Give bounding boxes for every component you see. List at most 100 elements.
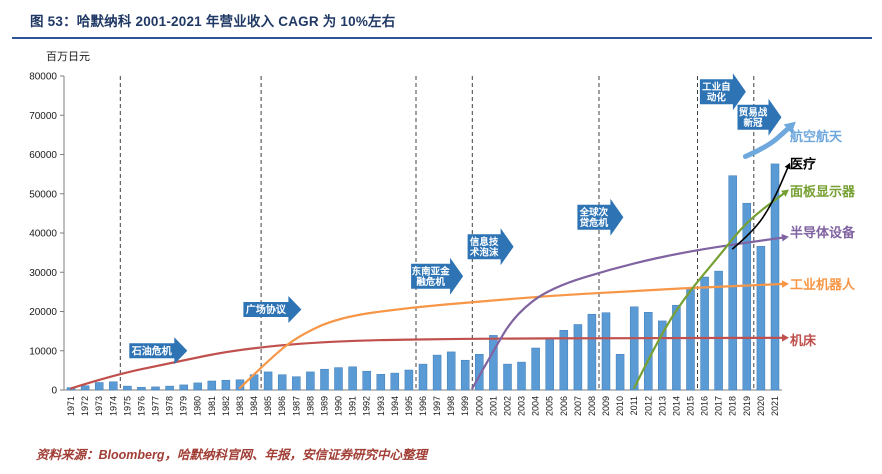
event-arrow-label: 贷危机: [580, 217, 609, 229]
x-tick-label: 1999: [460, 396, 470, 416]
x-tick-label: 1983: [235, 396, 245, 416]
x-tick-label: 1988: [305, 396, 315, 416]
x-tick-label: 2016: [700, 396, 710, 416]
event-arrow-label: 信息技: [470, 236, 499, 248]
x-tick-label: 1992: [362, 396, 372, 416]
bar-2015: [686, 289, 695, 391]
bar-2002: [503, 363, 512, 391]
x-tick-label: 2000: [474, 396, 484, 416]
bar-2012: [644, 312, 653, 391]
bar-1981: [207, 380, 217, 391]
bar-2021: [770, 163, 780, 391]
bar-1998: [446, 351, 456, 391]
bar-2000: [475, 354, 484, 391]
trend-医疗: 医疗: [731, 156, 816, 250]
bar-1996: [418, 363, 428, 391]
x-tick-label: 1971: [66, 396, 76, 416]
bar-1973: [94, 382, 104, 391]
trend-arrowhead: [783, 121, 796, 134]
bar-1979: [179, 384, 188, 391]
x-tick-label: 1981: [207, 396, 217, 416]
x-tick-label: 1995: [404, 396, 414, 416]
x-tick-label: 2001: [488, 396, 498, 416]
bar-1975: [123, 385, 132, 391]
bar-1997: [432, 354, 442, 391]
bar-2013: [658, 320, 667, 391]
event-arrow-shape: [737, 98, 782, 136]
report-figure-page: 图 53：哈默纳科 2001-2021 年营业收入 CAGR 为 10%左右 百…: [0, 8, 882, 474]
trend-半导体设备: 半导体设备: [471, 225, 856, 390]
trend-label: 工业机器人: [790, 277, 856, 292]
bar-1980: [193, 382, 202, 391]
bar-2017: [714, 270, 723, 391]
event-arrow-shape: [467, 228, 514, 266]
trend-curve: [238, 282, 784, 390]
y-tick-label: 40000: [29, 229, 57, 240]
trend-arrowhead: [782, 333, 789, 342]
x-tick-label: 2009: [601, 396, 611, 416]
bar-2011: [629, 306, 639, 391]
x-tick-label: 1977: [151, 396, 161, 416]
x-tick-label: 1993: [376, 396, 386, 416]
trend-curve: [742, 126, 791, 159]
x-tick-labels: 1971 1972 1973 1974 1975 1976 1977 1978 1979 1980…: [66, 396, 780, 416]
event-arrow-label: 石油危机: [131, 344, 172, 357]
x-tick-label: 1997: [432, 396, 442, 416]
event-arrow-label: 全球次: [579, 207, 609, 219]
trend-arrowhead: [781, 280, 789, 288]
x-tick-label: 1996: [418, 396, 428, 416]
y-tick-label: 80000: [29, 72, 57, 83]
y-tick-label: 20000: [29, 307, 57, 318]
y-tick-label: 50000: [29, 189, 57, 200]
bar-1987: [292, 376, 301, 391]
x-tick-label: 2019: [742, 396, 752, 416]
trend-面板显示器: 面板显示器: [633, 184, 856, 390]
y-tick-label: 10000: [29, 346, 57, 357]
x-tick-label: 1984: [249, 396, 259, 416]
x-tick-label: 2020: [756, 396, 766, 416]
x-tick-label: 2012: [643, 396, 653, 416]
x-tick-label: 1987: [291, 396, 301, 416]
trend-label: 航空航天: [790, 129, 843, 144]
bar-1993: [376, 374, 386, 391]
x-tick-label: 2013: [657, 396, 667, 416]
trend-arrowhead: [781, 189, 789, 197]
x-tick-label: 1972: [80, 396, 90, 416]
trend-工业机器人: 工业机器人: [238, 277, 856, 390]
trend-curve: [69, 336, 784, 390]
bar-1992: [362, 370, 371, 391]
y-tick-label: 0: [51, 386, 57, 397]
source-note: 资料来源：Bloomberg，哈默纳科官网、年报，安信证券研究中心整理: [36, 448, 427, 462]
bar-2003: [517, 361, 526, 391]
x-tick-label: 1982: [221, 396, 231, 416]
event-arrow-label: 东南亚金: [412, 265, 451, 277]
figure-title: 图 53：哈默纳科 2001-2021 年营业收入 CAGR 为 10%左右: [30, 14, 396, 29]
y-axis-unit-label: 百万日元: [46, 51, 90, 63]
x-tick-label: 1974: [108, 396, 118, 416]
event-arrow-shape: [129, 337, 188, 365]
bar-1978: [165, 385, 174, 391]
bar-2010: [615, 354, 625, 391]
trend-curve: [471, 236, 784, 390]
trend-curve: [633, 192, 785, 390]
revenue-bar-chart: 0 10000 20000 30000 40000 50000 60000 70000 8000…: [29, 72, 856, 417]
trend-航空航天: 航空航天: [742, 121, 843, 159]
bar-2007: [573, 324, 583, 391]
x-tick-label: 1990: [334, 396, 344, 416]
bar-1990: [334, 367, 343, 391]
x-tick-label: 2006: [559, 396, 569, 416]
x-tick-label: 2014: [671, 396, 681, 416]
bar-2018: [728, 175, 737, 391]
x-tick-label: 1978: [165, 396, 175, 416]
event-arrow-shape: [411, 257, 464, 295]
event-arrow-label: 广场协议: [246, 303, 287, 316]
bar-1972: [80, 385, 90, 391]
event-arrow: 石油危机: [129, 337, 188, 365]
y-tick-label: 70000: [29, 111, 57, 122]
event-arrow: 广场协议: [243, 296, 302, 323]
bar-1977: [151, 386, 160, 391]
